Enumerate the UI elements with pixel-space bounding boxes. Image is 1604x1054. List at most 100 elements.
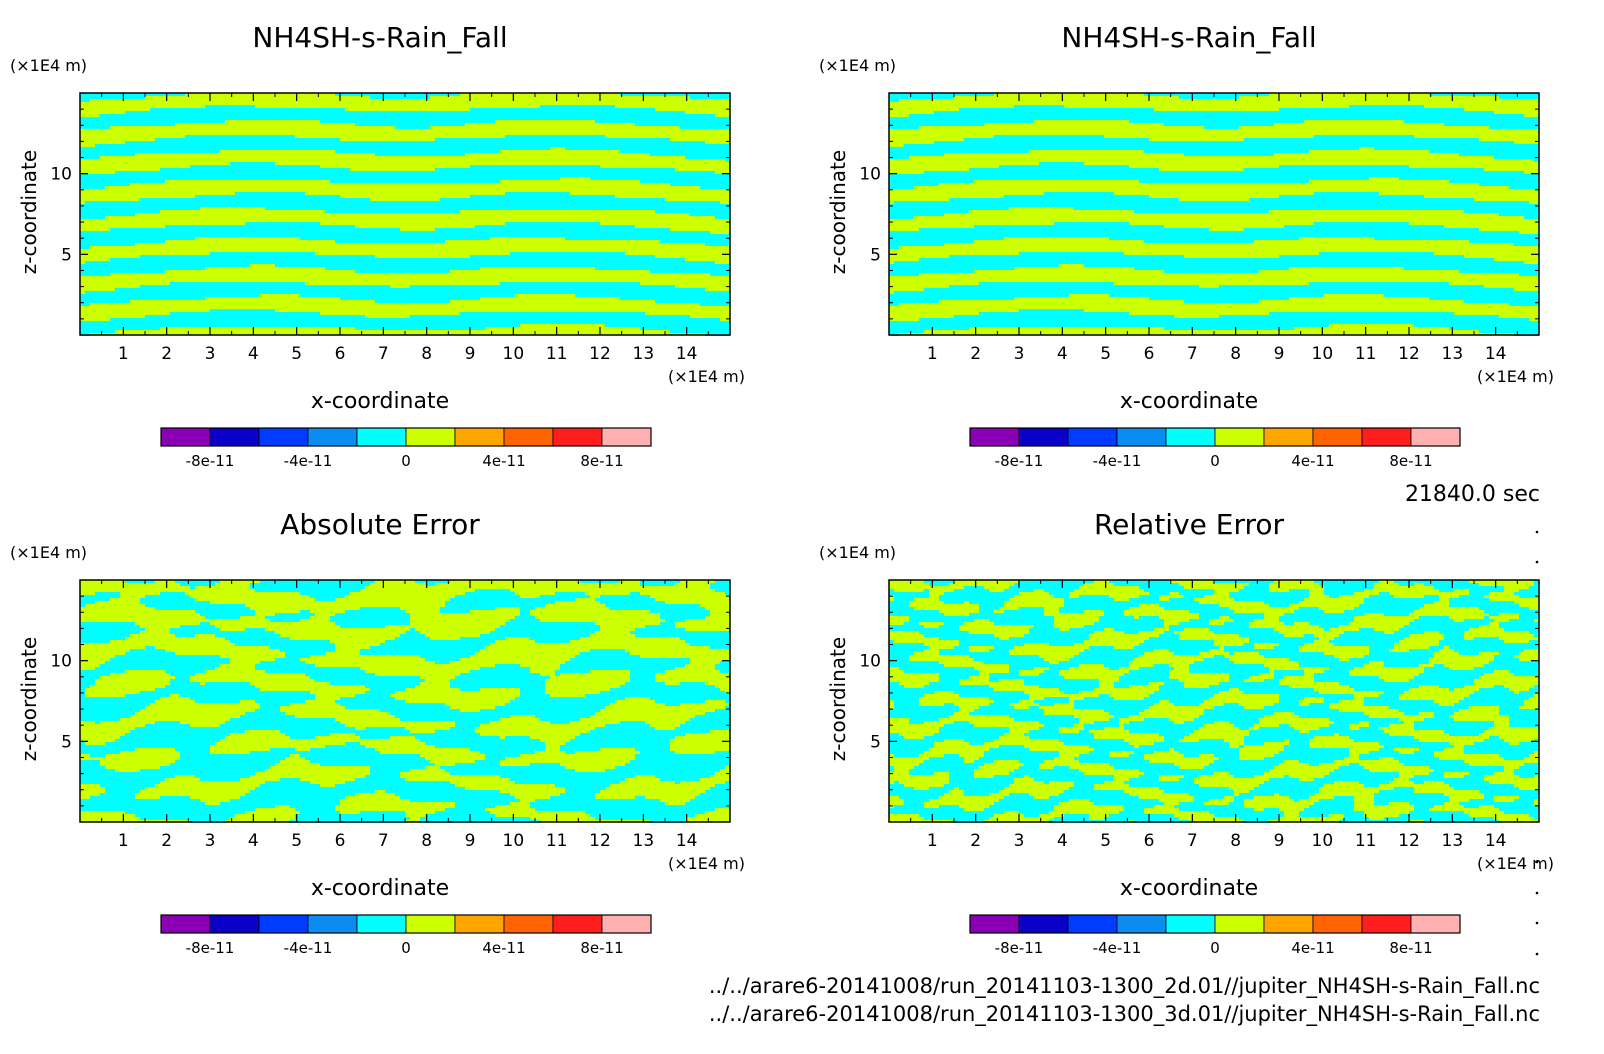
- x-axis-label: x-coordinate: [1120, 389, 1258, 414]
- y-unit-label: (×1E4 m): [10, 543, 87, 562]
- colorbar-segment: [356, 914, 407, 934]
- colorbar-segment: [1116, 427, 1167, 447]
- y-unit-label: (×1E4 m): [819, 543, 896, 562]
- x-tick-label: 5: [1100, 344, 1111, 364]
- colorbar-segment: [1263, 427, 1314, 447]
- colorbar-tick-label: 8e-11: [580, 452, 623, 470]
- colorbar-segment: [1165, 427, 1216, 447]
- colorbar-tick-label: 8e-11: [1389, 452, 1432, 470]
- colorbar-tick-label: 4e-11: [1291, 939, 1334, 957]
- colorbar-tick-label: -4e-11: [284, 939, 333, 957]
- y-tick-label: 10: [50, 165, 72, 185]
- colorbar-tick-label: 0: [1210, 452, 1220, 470]
- x-tick-label: 7: [1187, 344, 1198, 364]
- x-tick-label: 6: [335, 831, 346, 851]
- colorbar-tick-label: 4e-11: [1291, 452, 1334, 470]
- x-tick-label: 3: [1014, 831, 1025, 851]
- x-tick-label: 12: [589, 344, 611, 364]
- x-tick-label: 6: [1144, 344, 1155, 364]
- x-tick-label: 1: [118, 831, 129, 851]
- x-tick-label: 12: [1398, 344, 1420, 364]
- y-axis-label: z-coordinate: [826, 150, 850, 274]
- colorbar-tick-label: -8e-11: [186, 939, 235, 957]
- colorbar-segment: [1018, 427, 1069, 447]
- x-tick-label: 10: [1312, 344, 1334, 364]
- x-tick-label: 9: [465, 344, 476, 364]
- panel-4: Relative Error(×1E4 m)1 2 3 4 5 6 7 8 9 10 11 12 13 1…: [819, 508, 1554, 957]
- panel-title: NH4SH-s-Rain_Fall: [252, 21, 507, 54]
- colorbar-segment: [503, 914, 554, 934]
- x-tick-label: 14: [676, 344, 698, 364]
- colorbar-tick-label: -8e-11: [186, 452, 235, 470]
- x-tick-label: 2: [970, 344, 981, 364]
- x-tick-label: 6: [1144, 831, 1155, 851]
- decorative-dots: [1535, 530, 1539, 956]
- y-axis-label: z-coordinate: [17, 150, 41, 274]
- x-tick-label: 1: [118, 344, 129, 364]
- colorbar-segment: [1410, 427, 1461, 447]
- x-unit-label: (×1E4 m): [1477, 854, 1554, 873]
- x-tick-label: 8: [421, 831, 432, 851]
- x-tick-label: 3: [205, 831, 216, 851]
- x-tick-label: 11: [546, 344, 568, 364]
- colorbar-tick-label: 0: [401, 939, 411, 957]
- colorbar-tick-label: 8e-11: [1389, 939, 1432, 957]
- field-contours: [80, 580, 730, 823]
- x-tick-label: 8: [1230, 831, 1241, 851]
- y-axis-label: z-coordinate: [17, 637, 41, 761]
- y-tick-label: 5: [870, 732, 881, 752]
- colorbar-segment: [503, 427, 554, 447]
- x-tick-label: 10: [503, 344, 525, 364]
- x-tick-label: 14: [676, 831, 698, 851]
- y-axis-label: z-coordinate: [826, 637, 850, 761]
- colorbar-segment: [1312, 427, 1363, 447]
- colorbar-segment: [1214, 427, 1265, 447]
- colorbar-segment: [1067, 914, 1118, 934]
- colorbar-segment: [1361, 427, 1412, 447]
- colorbar-segment: [209, 427, 260, 447]
- file-path-1: ../../arare6-20141008/run_20141103-1300_…: [709, 974, 1540, 999]
- colorbar-segment: [1116, 914, 1167, 934]
- x-tick-label: 7: [378, 831, 389, 851]
- x-tick-label: 7: [378, 344, 389, 364]
- colorbar-segment: [454, 427, 505, 447]
- x-tick-label: 2: [161, 344, 172, 364]
- y-tick-label: 10: [859, 165, 881, 185]
- x-tick-label: 11: [1355, 831, 1377, 851]
- colorbar-segment: [209, 914, 260, 934]
- y-tick-label: 5: [61, 245, 72, 265]
- x-tick-label: 12: [1398, 831, 1420, 851]
- x-tick-label: 6: [335, 344, 346, 364]
- colorbar-segment: [1263, 914, 1314, 934]
- colorbar-segment: [1067, 427, 1118, 447]
- colorbar-segment: [1165, 914, 1216, 934]
- colorbar-segment: [356, 427, 407, 447]
- x-axis-label: x-coordinate: [311, 876, 449, 901]
- y-tick-label: 10: [50, 652, 72, 672]
- x-tick-label: 14: [1485, 831, 1507, 851]
- x-axis-label: x-coordinate: [1120, 876, 1258, 901]
- colorbar-frame: [160, 914, 652, 934]
- x-tick-label: 13: [1442, 344, 1464, 364]
- colorbar-segment: [1361, 914, 1412, 934]
- x-tick-label: 9: [465, 831, 476, 851]
- colorbar-tick-label: 4e-11: [482, 452, 525, 470]
- colorbar-segment: [601, 427, 652, 447]
- colorbar-frame: [160, 427, 652, 447]
- colorbar-tick-label: -4e-11: [1093, 452, 1142, 470]
- colorbar-tick-label: -4e-11: [1093, 939, 1142, 957]
- panel-3: Absolute Error(×1E4 m)1 2 3 4 5 6 7 8 9 10 11 12 13 1…: [10, 508, 745, 957]
- panel-title: NH4SH-s-Rain_Fall: [1061, 21, 1316, 54]
- y-tick-label: 5: [870, 245, 881, 265]
- colorbar-tick-label: -8e-11: [995, 939, 1044, 957]
- y-unit-label: (×1E4 m): [819, 56, 896, 75]
- x-tick-label: 10: [1312, 831, 1334, 851]
- colorbar-segment: [160, 914, 211, 934]
- x-tick-label: 12: [589, 831, 611, 851]
- y-tick-label: 5: [61, 732, 72, 752]
- x-tick-label: 5: [291, 344, 302, 364]
- colorbar-tick-label: -8e-11: [995, 452, 1044, 470]
- file-path-2: ../../arare6-20141008/run_20141103-1300_…: [709, 1002, 1540, 1027]
- colorbar-tick-label: 0: [1210, 939, 1220, 957]
